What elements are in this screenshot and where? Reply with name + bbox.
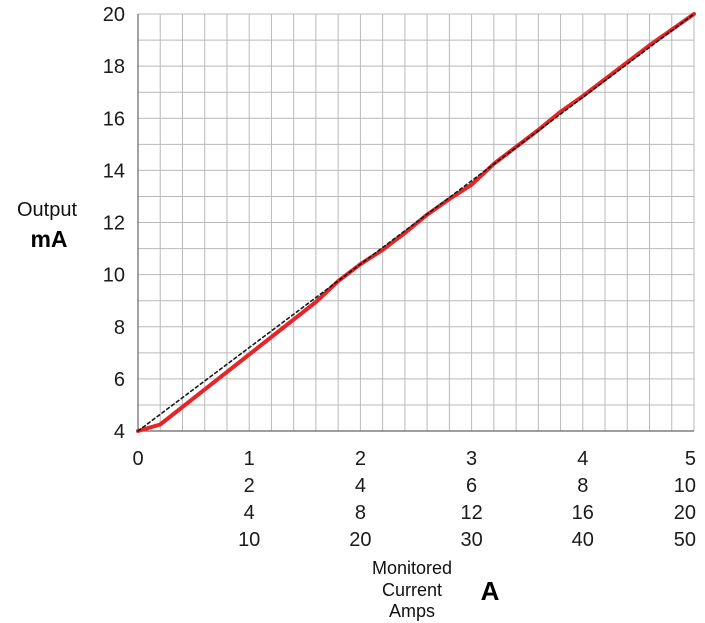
x-tick-label: 50 (674, 529, 696, 551)
x-tick-label: 2 (355, 448, 366, 470)
x-tick-label: 16 (572, 502, 594, 524)
y-tick-label: 20 (103, 4, 125, 26)
x-tick-label: 0 (132, 448, 143, 470)
x-tick-label: 5 (685, 448, 696, 470)
y-tick-label: 4 (114, 421, 125, 443)
x-axis-unit: A (481, 576, 500, 606)
series-group (136, 12, 696, 433)
x-tick-label: 4 (244, 502, 255, 524)
y-axis-unit: mA (30, 226, 67, 252)
x-tick-label: 8 (577, 475, 588, 497)
y-tick-label: 6 (114, 369, 125, 391)
x-tick-label: 10 (238, 529, 260, 551)
grid (137, 13, 695, 432)
x-tick-label: 12 (460, 502, 482, 524)
y-tick-label: 18 (103, 56, 125, 78)
x-tick-label: 10 (674, 475, 696, 497)
x-tick-label: 40 (572, 529, 594, 551)
x-tick-label: 6 (466, 475, 477, 497)
x-tick-label: 1 (244, 448, 255, 470)
x-tick-label: 20 (674, 502, 696, 524)
x-tick-label: 4 (577, 448, 588, 470)
x-tick-label: 3 (466, 448, 477, 470)
series-line-reference (137, 13, 695, 432)
y-axis-label: Output (17, 199, 77, 221)
x-tick-label: 30 (460, 529, 482, 551)
y-tick-labels: 4 6 8 10 12 14 16 18 20 (103, 4, 125, 443)
y-tick-label: 12 (103, 213, 125, 235)
x-tick-label: 2 (244, 475, 255, 497)
x-axis-label: Monitored (372, 558, 452, 578)
x-tick-label: 8 (355, 502, 366, 524)
x-tick-label: 4 (355, 475, 366, 497)
y-tick-label: 14 (103, 160, 125, 182)
x-axis-label: Amps (389, 601, 435, 621)
x-axis-label: Current (382, 580, 442, 600)
y-tick-label: 10 (103, 265, 125, 287)
y-tick-label: 16 (103, 108, 125, 130)
y-tick-label: 8 (114, 317, 125, 339)
x-tick-label: 20 (349, 529, 371, 551)
